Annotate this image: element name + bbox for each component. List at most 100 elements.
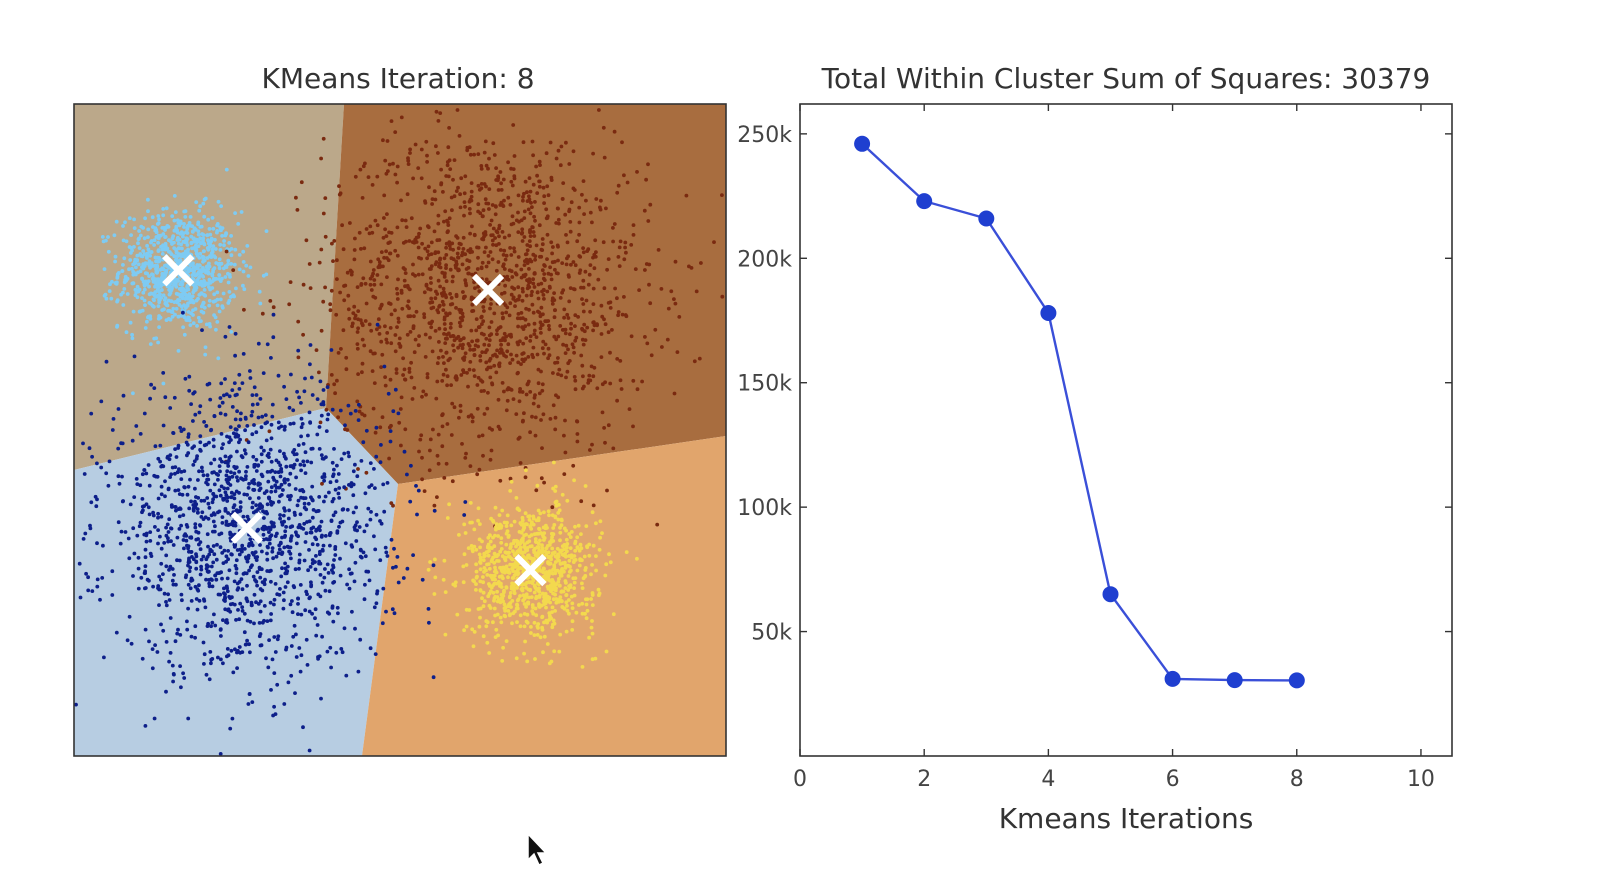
cluster-point [560, 290, 564, 295]
cluster-point [237, 645, 242, 649]
cluster-point [269, 489, 274, 494]
cluster-point [182, 676, 187, 680]
cluster-point [288, 538, 293, 543]
cluster-point [356, 669, 361, 674]
cluster-point [553, 560, 558, 564]
cluster-point [573, 338, 578, 343]
cluster-point [458, 403, 463, 408]
centroid-0 [162, 254, 195, 287]
cluster-point [577, 563, 582, 568]
cluster-point [493, 594, 498, 599]
cluster-point [368, 517, 373, 522]
cluster-point [510, 357, 515, 362]
cluster-point [570, 619, 575, 624]
cluster-point [605, 488, 609, 493]
cluster-point [151, 272, 155, 277]
cluster-point [571, 463, 576, 468]
cluster-point [582, 329, 587, 334]
cluster-point [220, 515, 225, 519]
cluster-point [509, 388, 514, 392]
cluster-point [477, 624, 482, 629]
cluster-point [518, 339, 522, 344]
cluster-point [331, 513, 336, 518]
cluster-point [353, 236, 357, 241]
cluster-point [389, 341, 394, 346]
cluster-point [611, 239, 615, 244]
cluster-point [155, 650, 160, 654]
cluster-point [280, 566, 284, 571]
cluster-point [422, 489, 427, 493]
cluster-point [508, 562, 512, 567]
cluster-point [518, 545, 523, 550]
cluster-point [221, 661, 225, 666]
cluster-point [213, 247, 218, 251]
cluster-point [499, 620, 504, 625]
cluster-point [369, 483, 374, 487]
cluster-point [411, 262, 415, 267]
cluster-point [292, 448, 297, 452]
cluster-point [374, 601, 379, 606]
centroid-1 [471, 273, 505, 306]
cluster-point [551, 371, 555, 375]
cluster-point [395, 180, 399, 185]
cluster-point [556, 271, 560, 276]
cluster-point [500, 99, 504, 103]
cluster-point [478, 555, 483, 560]
cluster-point [418, 226, 423, 231]
cluster-point [542, 297, 546, 301]
cluster-point [504, 334, 508, 339]
cluster-point [385, 481, 390, 485]
cluster-point [673, 301, 678, 306]
cluster-point [352, 579, 357, 584]
cluster-point [635, 170, 639, 174]
cluster-point [131, 574, 135, 578]
cluster-point [387, 456, 391, 461]
cluster-point [494, 166, 498, 171]
cluster-point [164, 268, 169, 273]
cluster-point [132, 245, 136, 249]
cluster-point [190, 273, 195, 277]
cluster-point [186, 296, 190, 301]
cluster-point [245, 244, 250, 248]
cluster-point [451, 177, 455, 182]
cluster-point [360, 361, 365, 366]
x-tick-label: 6 [1166, 767, 1180, 792]
cluster-point [277, 499, 281, 504]
cluster-point [191, 463, 196, 467]
cluster-point [226, 258, 231, 263]
cluster-point [567, 554, 571, 558]
cluster-point [580, 192, 584, 197]
cluster-point [385, 340, 389, 345]
cluster-point [478, 615, 482, 620]
cluster-point [156, 249, 161, 254]
cluster-point [493, 236, 497, 240]
cluster-point [325, 417, 330, 422]
cluster-point [489, 218, 494, 223]
cluster-point [383, 324, 387, 329]
cluster-point [189, 402, 194, 406]
cluster-point [430, 197, 435, 202]
cluster-point [471, 368, 476, 372]
cluster-point [339, 457, 344, 461]
cluster-point [306, 501, 311, 506]
cluster-point [373, 295, 378, 300]
cluster-point [454, 306, 458, 310]
cluster-point [314, 528, 318, 533]
cluster-point [187, 506, 192, 511]
cluster-point [463, 351, 468, 356]
cluster-point [562, 526, 567, 531]
cluster-point [558, 573, 563, 578]
cluster-point [166, 539, 171, 544]
cluster-point [195, 240, 199, 245]
cluster-point [363, 491, 368, 496]
cluster-point [210, 216, 215, 220]
cluster-point [336, 415, 340, 420]
cluster-point [269, 356, 273, 360]
cluster-point [95, 584, 100, 589]
cluster-point [104, 359, 109, 364]
cluster-point [568, 546, 573, 550]
cluster-point [380, 352, 385, 357]
cluster-point [512, 588, 516, 593]
cluster-point [183, 376, 188, 381]
cluster-point [535, 595, 539, 600]
